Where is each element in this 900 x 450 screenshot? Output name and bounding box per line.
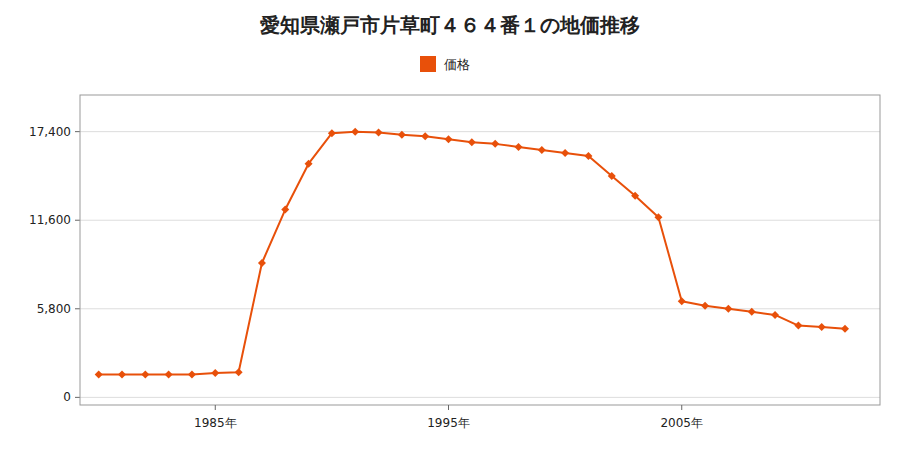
y-tick bbox=[75, 397, 80, 398]
data-layer bbox=[95, 128, 849, 379]
marker bbox=[258, 259, 266, 267]
y-tick-label: 11,600 bbox=[29, 213, 71, 227]
marker bbox=[141, 370, 149, 378]
marker bbox=[654, 213, 662, 221]
y-axis: 0 5,800 11,600 17,400 bbox=[29, 125, 80, 405]
marker bbox=[818, 323, 826, 331]
marker bbox=[608, 172, 616, 180]
y-tick-label: 5,800 bbox=[37, 302, 71, 316]
marker bbox=[491, 140, 499, 148]
marker bbox=[235, 368, 243, 376]
grid bbox=[80, 132, 880, 398]
y-tick-label: 17,400 bbox=[29, 125, 71, 139]
x-tick bbox=[448, 405, 449, 410]
marker bbox=[724, 305, 732, 313]
title: 愛知県瀬戸市片草町４６４番１の地価推移 bbox=[260, 13, 640, 37]
marker bbox=[794, 322, 802, 330]
legend-label: 価格 bbox=[444, 57, 470, 72]
marker bbox=[351, 128, 359, 136]
marker bbox=[771, 311, 779, 319]
y-tick-label: 0 bbox=[63, 390, 71, 404]
marker bbox=[188, 370, 196, 378]
grid-line bbox=[80, 397, 880, 398]
chart-container: 愛知県瀬戸市片草町４６４番１の地価推移 0 5,800 11,600 17,400 198… bbox=[0, 0, 900, 450]
marker bbox=[584, 152, 592, 160]
marker bbox=[375, 128, 383, 136]
marker bbox=[514, 143, 522, 151]
marker bbox=[561, 149, 569, 157]
y-tick bbox=[75, 131, 80, 132]
x-tick-label: 2005年 bbox=[660, 416, 703, 430]
plot-frame bbox=[80, 95, 880, 405]
marker bbox=[701, 302, 709, 310]
x-tick bbox=[681, 405, 682, 410]
line bbox=[99, 132, 845, 375]
grid-line bbox=[80, 308, 880, 309]
marker bbox=[538, 146, 546, 154]
marker bbox=[328, 129, 336, 137]
marker bbox=[398, 131, 406, 139]
marker bbox=[631, 192, 639, 200]
marker bbox=[95, 370, 103, 378]
marker bbox=[281, 206, 289, 214]
marker bbox=[468, 138, 476, 146]
marker bbox=[748, 308, 756, 316]
marker bbox=[445, 135, 453, 143]
marker bbox=[841, 325, 849, 333]
marker bbox=[678, 297, 686, 305]
grid-line bbox=[80, 131, 880, 132]
x-tick-label: 1985年 bbox=[194, 416, 237, 430]
x-tick-label: 1995年 bbox=[427, 416, 470, 430]
grid-line bbox=[80, 220, 880, 221]
marker bbox=[421, 132, 429, 140]
legend-swatch bbox=[420, 56, 436, 72]
chart-svg: 愛知県瀬戸市片草町４６４番１の地価推移 0 5,800 11,600 17,400 198… bbox=[0, 0, 900, 450]
marker bbox=[211, 369, 219, 377]
marker bbox=[305, 160, 313, 168]
y-tick bbox=[75, 220, 80, 221]
marker bbox=[118, 370, 126, 378]
legend: 価格 bbox=[420, 56, 470, 72]
x-tick bbox=[215, 405, 216, 410]
y-tick bbox=[75, 308, 80, 309]
x-axis: 1985年 1995年 2005年 bbox=[194, 405, 703, 430]
marker bbox=[165, 370, 173, 378]
